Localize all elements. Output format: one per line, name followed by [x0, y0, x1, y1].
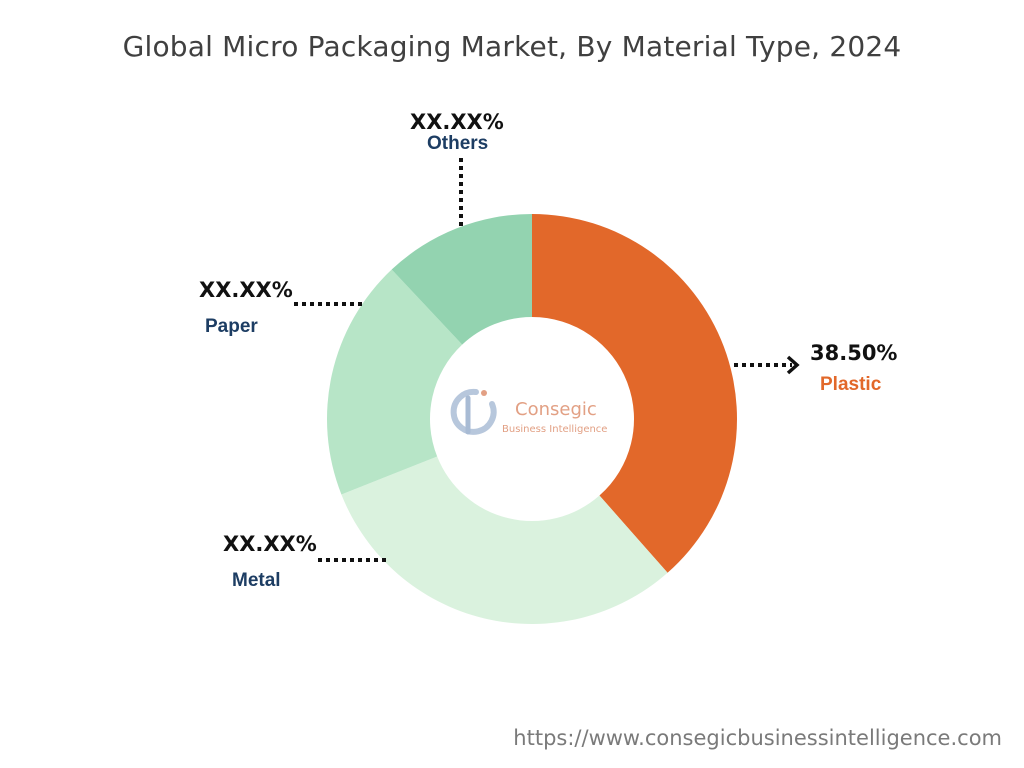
slice-metal: [341, 456, 668, 624]
consegic-logo: Consegic Business Intelligence: [450, 388, 607, 435]
source-url: https://www.consegicbusinessintelligence…: [513, 726, 1002, 750]
value-label-metal: XX.XX%: [223, 532, 317, 556]
value-label-paper: XX.XX%: [199, 278, 293, 302]
logo-mark: [450, 388, 497, 435]
arrow-head-plastic: [786, 355, 800, 375]
donut-slices: [326, 214, 737, 624]
slice-others: [391, 214, 532, 345]
value-label-plastic: 38.50%: [810, 341, 898, 365]
category-label-paper: Paper: [205, 316, 258, 337]
category-label-others: Others: [427, 133, 489, 154]
value-label-others: XX.XX%: [410, 110, 504, 134]
chart-title: Global Micro Packaging Market, By Materi…: [122, 30, 902, 63]
category-label-metal: Metal: [232, 570, 281, 591]
logo-name: Consegic: [515, 399, 597, 420]
slice-plastic: [532, 214, 737, 573]
logo-tagline: Business Intelligence: [502, 424, 607, 435]
category-label-plastic: Plastic: [820, 374, 882, 395]
slice-paper: [326, 269, 463, 495]
